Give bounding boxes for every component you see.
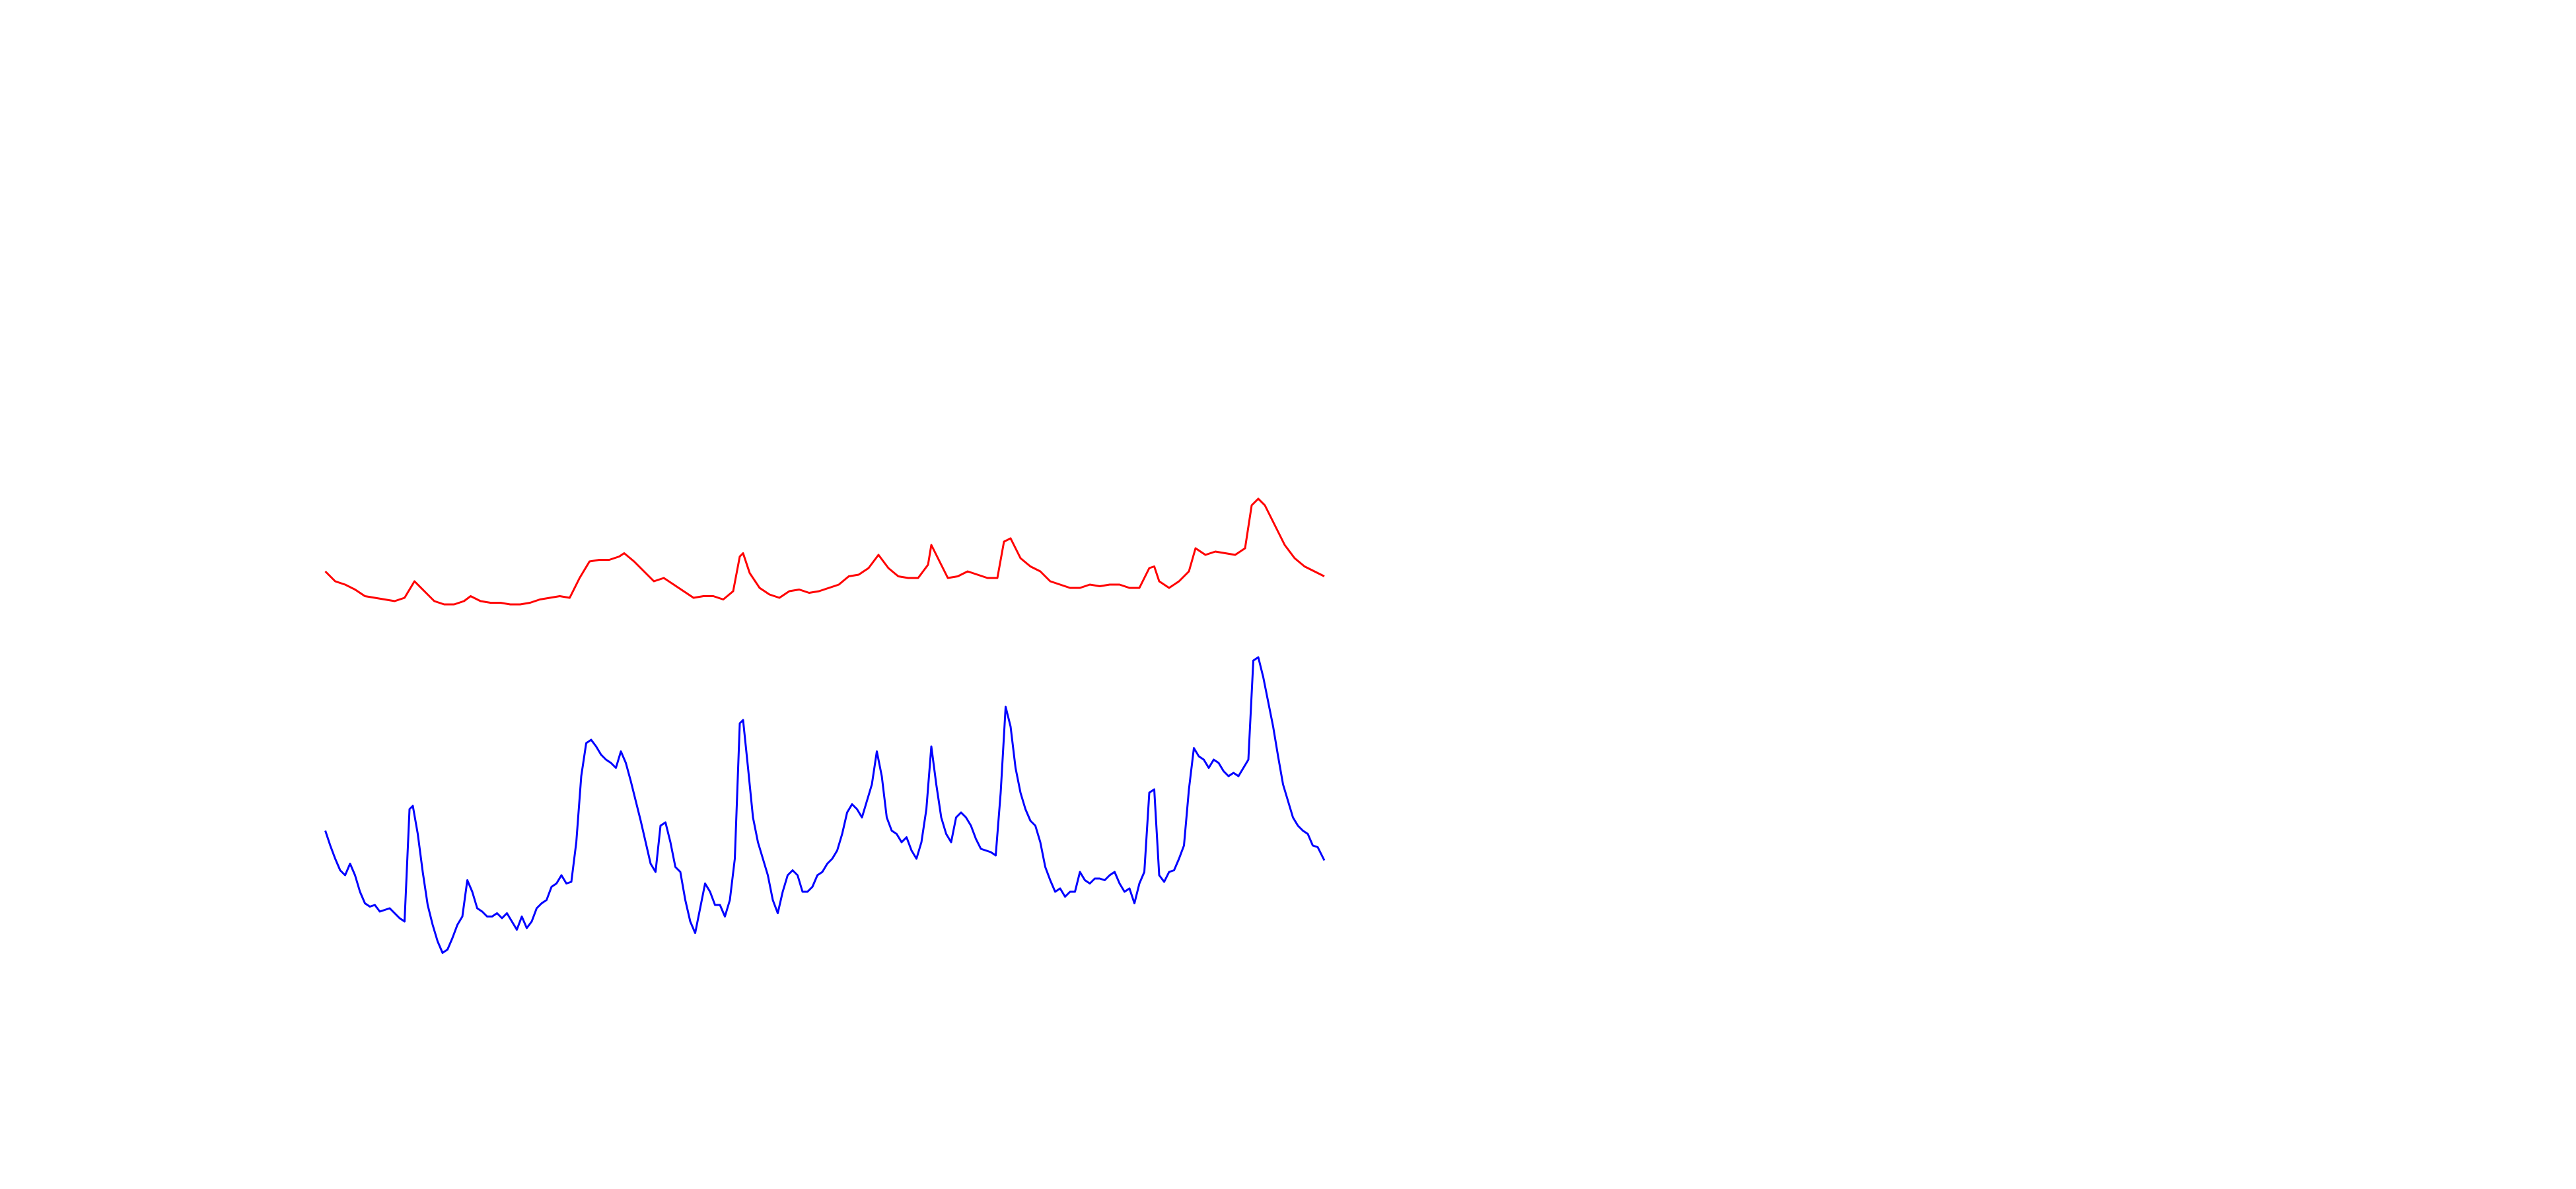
- line: [324, 656, 1326, 954]
- line: [324, 497, 1325, 606]
